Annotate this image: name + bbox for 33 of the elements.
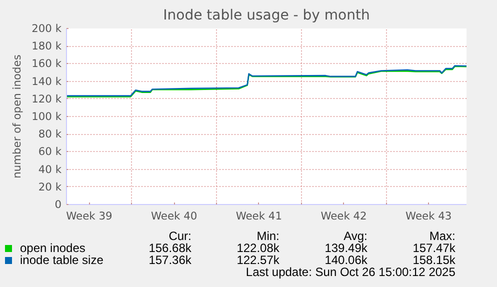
text: Last update: Sun Oct 26 15:00:12 2025 bbox=[244, 265, 456, 279]
legend-label: inode table size bbox=[19, 253, 104, 267]
text: Cur: bbox=[168, 229, 192, 243]
text: 157.47k bbox=[412, 241, 456, 255]
y-axis-title: number of open inodes bbox=[10, 54, 24, 178]
text: Avg: bbox=[342, 229, 368, 243]
text: 122.08k bbox=[236, 241, 280, 255]
text: 140.06k bbox=[324, 253, 368, 267]
x-tick-label: Week 42 bbox=[320, 210, 367, 222]
y-tick-label: 120 k bbox=[32, 92, 62, 106]
y-tick-label: 140 k bbox=[32, 74, 62, 88]
y-tick-label: 160 k bbox=[32, 57, 62, 70]
y-tick-label: 200 k bbox=[32, 22, 62, 35]
y-tick-label: 60 k bbox=[38, 145, 62, 158]
x-tick-label: Week 41 bbox=[236, 210, 282, 222]
x-tick-label: Week 43 bbox=[406, 210, 452, 222]
text: 156.68k bbox=[148, 241, 192, 255]
x-tick-label: Week 40 bbox=[151, 210, 198, 222]
y-tick-label: 180 k bbox=[32, 40, 62, 53]
y-tick-label: 20 k bbox=[38, 180, 62, 194]
text: 139.49k bbox=[324, 241, 368, 255]
text: Max: bbox=[428, 229, 456, 243]
chart-title: Inode table usage - by month bbox=[163, 8, 370, 24]
text: 157.36k bbox=[148, 253, 192, 267]
y-tick-label: 100 k bbox=[32, 110, 62, 123]
y-tick-label: 40 k bbox=[38, 162, 62, 176]
y-tick-label: 0 bbox=[54, 198, 62, 211]
x-tick-label: Week 39 bbox=[66, 210, 113, 222]
y-tick-label: 80 k bbox=[38, 128, 62, 141]
text: 122.57k bbox=[236, 253, 280, 267]
legend-label: open inodes bbox=[19, 241, 86, 255]
text: 158.15k bbox=[412, 253, 456, 267]
text: Min: bbox=[256, 229, 280, 243]
